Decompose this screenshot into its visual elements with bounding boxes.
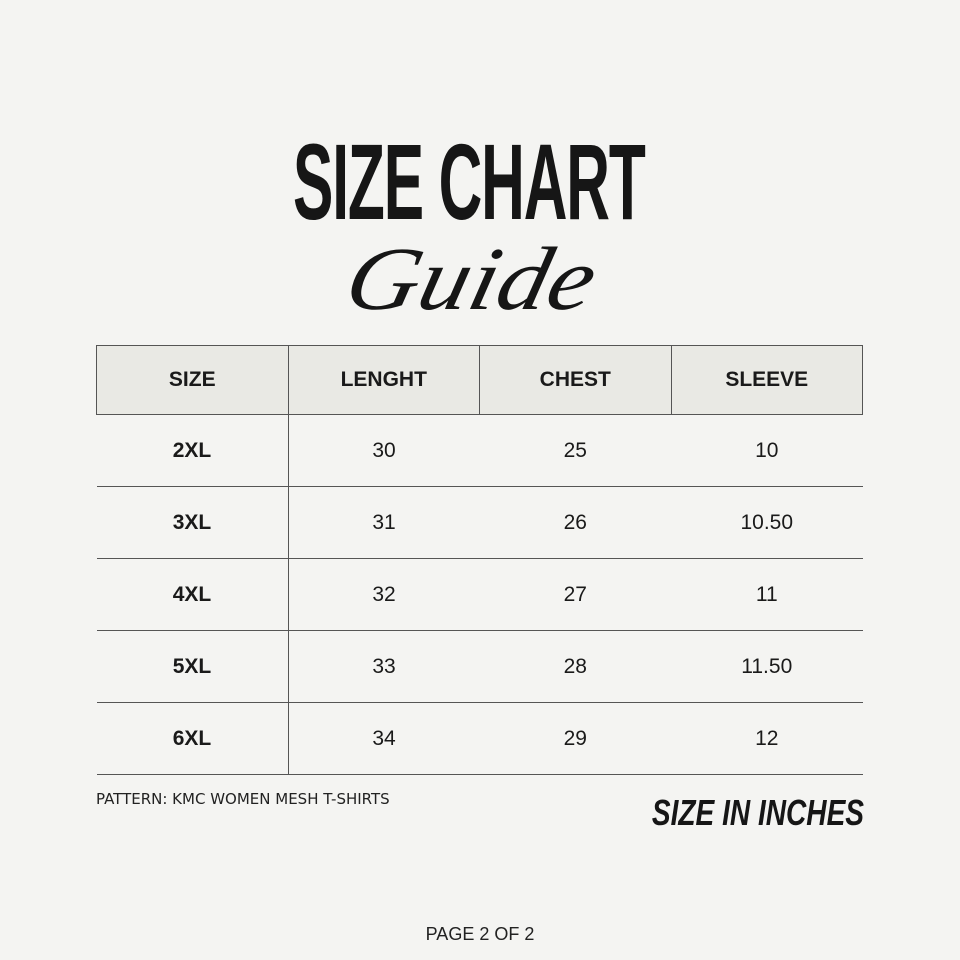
header-chest: CHEST <box>479 345 672 415</box>
header-length: LENGHT <box>287 345 480 415</box>
table-row: 3XL 31 26 10.50 <box>96 486 863 559</box>
cell-length: 31 <box>288 486 480 559</box>
table-row: 5XL 33 28 11.50 <box>96 630 863 703</box>
page-title: SIZE CHART <box>293 121 666 242</box>
cell-chest: 25 <box>479 414 671 487</box>
cell-size: 3XL <box>96 486 289 559</box>
units-note: SIZE IN INCHES <box>651 792 864 833</box>
cell-sleeve: 10.50 <box>671 486 863 559</box>
cell-length: 33 <box>288 630 480 703</box>
page-number: PAGE 2 OF 2 <box>425 924 535 944</box>
table-row: 6XL 34 29 12 <box>96 702 863 775</box>
cell-sleeve: 11.50 <box>671 630 863 703</box>
cell-chest: 26 <box>479 486 671 559</box>
page-subtitle: Guide <box>336 230 607 329</box>
cell-length: 30 <box>288 414 480 487</box>
cell-chest: 29 <box>479 702 671 775</box>
header-sleeve: SLEEVE <box>670 345 863 415</box>
pattern-note: PATTERN: KMC WOMEN MESH T-SHIRTS <box>96 790 390 808</box>
title-text: SIZE CHART <box>293 121 646 242</box>
cell-size: 6XL <box>96 702 289 775</box>
cell-length: 34 <box>288 702 480 775</box>
cell-size: 4XL <box>96 558 289 631</box>
cell-sleeve: 12 <box>671 702 863 775</box>
cell-sleeve: 11 <box>671 558 863 631</box>
cell-chest: 28 <box>479 630 671 703</box>
header-size: SIZE <box>96 345 289 415</box>
cell-size: 5XL <box>96 630 289 703</box>
cell-sleeve: 10 <box>671 414 863 487</box>
table-header-row: SIZE LENGHT CHEST SLEEVE <box>96 345 863 415</box>
cell-chest: 27 <box>479 558 671 631</box>
cell-size: 2XL <box>96 414 289 487</box>
size-table: SIZE LENGHT CHEST SLEEVE 2XL 30 25 10 3XL 31 2… <box>96 345 863 775</box>
table-row: 4XL 32 27 11 <box>96 558 863 631</box>
table-row: 2XL 30 25 10 <box>96 414 863 487</box>
cell-length: 32 <box>288 558 480 631</box>
